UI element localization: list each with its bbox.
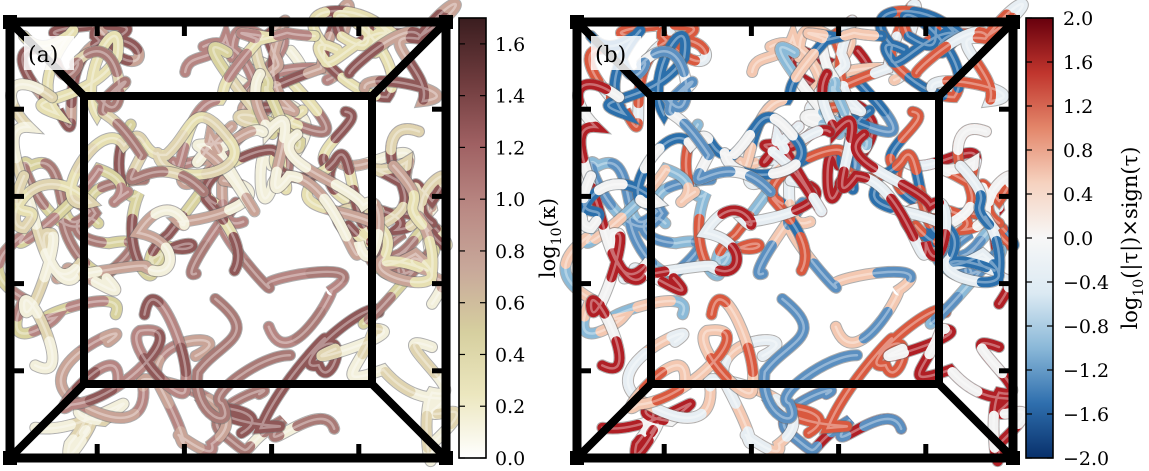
vortex-tube-segment: [344, 0, 461, 108]
panel-label: (b): [595, 43, 626, 68]
vortex-tube-highlight: [580, 115, 803, 230]
vortex-tube-segment: [250, 68, 385, 262]
vortex-tube-highlight: [9, 83, 84, 370]
colorbar-tick-label: −2.0: [1063, 448, 1109, 470]
panel-b: (b) 2.0 1.6 1.2 0.8 0.4 0.0 −0.4 −0.8 −1.2 −1.6 −2.…: [559, 0, 1147, 470]
colorbar-label: log10(|τ|)×sign(τ): [1118, 147, 1147, 330]
vortex-tube-highlight: [306, 164, 434, 284]
colorbar-tick-label: 1.2: [495, 137, 525, 159]
vortex-tube-segment: [911, 0, 1028, 108]
vortex-tube-highlight: [348, 2, 458, 103]
colorbar-tick-label: −1.2: [1063, 360, 1109, 382]
vortex-tube-segment: [869, 160, 1005, 288]
vortex-tube-highlight: [215, 389, 336, 452]
vortex-tube-highlight: [195, 297, 292, 420]
vortex-tube-highlight: [684, 123, 796, 277]
outer-frame: [3, 15, 453, 465]
vortex-tube-highlight: [887, 327, 1026, 463]
vortex-tube-highlight: [763, 125, 832, 213]
vortex-tube-segment: [192, 294, 295, 424]
colorbar-tick-label: 1.6: [495, 34, 525, 56]
vortex-tube-segment: [763, 304, 951, 439]
colorbar-tick-label: 1.2: [1063, 96, 1093, 118]
colorbar-tick-label: 1.6: [1063, 52, 1093, 74]
vortex-tube-highlight: [254, 72, 381, 258]
colorbar: 2.0 1.6 1.2 0.8 0.4 0.0 −0.4 −0.8 −1.2 −1.6 −2.0 lo…: [1025, 8, 1147, 470]
vortex-tube-segment: [52, 175, 255, 296]
vortex-tube-highlight: [782, 389, 903, 452]
vortex-tube-segment: [576, 112, 807, 234]
vortex-tube-highlight: [821, 72, 948, 258]
vortex-tube-segment: [759, 294, 862, 424]
vortex-tube-segment: [681, 119, 800, 281]
vortex-tube-highlight: [879, 9, 981, 99]
vortex-tube-segment: [625, 294, 758, 414]
colorbar-tick-label: 1.4: [495, 86, 525, 108]
colorbar-label: log10(κ): [536, 198, 565, 278]
vortex-tube-highlight: [196, 125, 265, 213]
colorbar-tick-label: 0.6: [495, 293, 525, 315]
colorbar-tick-label: 0.8: [1063, 140, 1093, 162]
colorbar-tick-label: −0.8: [1063, 316, 1109, 338]
vortex-tube-segment: [114, 119, 233, 281]
vortex-tube-highlight: [117, 123, 229, 277]
colorbar-tick-label: 1.0: [495, 189, 525, 211]
colorbar-tick-label: −0.4: [1063, 272, 1109, 294]
vortex-tube-highlight: [576, 83, 651, 370]
vortex-tube-segment: [778, 385, 907, 455]
vortex-tube-segment: [192, 121, 268, 217]
vortex-tube-segment: [735, 27, 887, 173]
vortex-tube-segment: [168, 27, 320, 173]
vortex-tube-segment: [58, 294, 191, 414]
vortex-tubes: [559, 0, 1030, 468]
vortex-tube-segment: [573, 79, 655, 374]
colorbar-tick-label: 0.0: [495, 448, 525, 470]
vortex-tube-segment: [6, 79, 88, 374]
panel-a: (a) 1.6 1.4 1.2 1.0 0.8 0.6 0.4 0.2 0.0 log10(κ): [0, 0, 565, 470]
colorbar-tick-label: 0.0: [1063, 228, 1093, 250]
colorbar-gradient: [458, 17, 487, 459]
outer-frame: [570, 15, 1020, 465]
vortex-tube-segment: [9, 112, 240, 234]
vortex-tube: [316, 323, 462, 467]
vortex-tube-segment: [308, 5, 417, 103]
vortex-tube-highlight: [13, 115, 236, 230]
vortex-tube-highlight: [873, 164, 1001, 284]
vortex-tube-highlight: [915, 2, 1025, 103]
colorbar: 1.6 1.4 1.2 1.0 0.8 0.6 0.4 0.2 0.0 log10(κ): [458, 17, 565, 470]
vortex-tube-highlight: [312, 9, 414, 99]
vortex-tube-segment: [196, 304, 384, 439]
vortex-tube-segment: [875, 5, 984, 103]
vortex-tube-segment: [619, 175, 822, 296]
vortex-tube-segment: [302, 160, 438, 288]
colorbar-tick-label: 0.4: [495, 344, 525, 366]
vortex-tube: [883, 323, 1029, 467]
colorbar-tick-label: 0.2: [495, 396, 525, 418]
panel-label: (a): [28, 43, 58, 68]
vortex-tube-highlight: [320, 327, 459, 463]
colorbar-tick-label: 0.8: [495, 241, 525, 263]
vortex-tube-highlight: [762, 297, 859, 420]
colorbar-tick-label: 0.4: [1063, 184, 1093, 206]
vortex-tube-segment: [759, 121, 835, 217]
vortex-tube-segment: [211, 385, 340, 455]
colorbar-tick-label: −1.6: [1063, 404, 1109, 426]
colorbar-tick-label: 2.0: [1063, 8, 1093, 30]
vortex-tube-segment: [817, 68, 952, 262]
